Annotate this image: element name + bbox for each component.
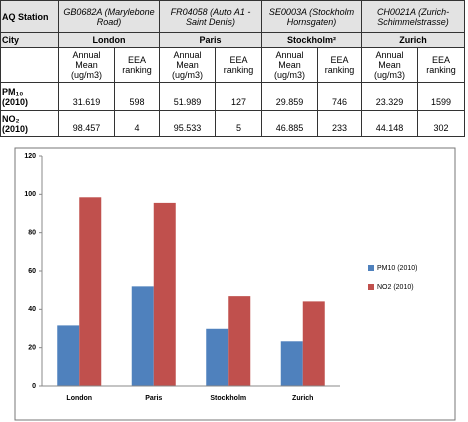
- year: (2010): [2, 96, 29, 107]
- cell: 51.989: [159, 82, 217, 111]
- cell: 4: [113, 110, 161, 137]
- cell: 44.148: [361, 110, 419, 137]
- data-row: NO₂ (2010) 98.457 4 95.533 5 46.885 233 44.148 30…: [0, 110, 466, 137]
- cell: 31.619: [58, 82, 115, 111]
- cell: 598: [113, 82, 161, 111]
- empty-cell: [0, 47, 59, 83]
- bar: [57, 325, 80, 386]
- pollutant: NO₂: [2, 113, 20, 124]
- year: (2010): [2, 123, 29, 134]
- row-label: PM₁₀ (2010): [0, 82, 59, 111]
- bar: [206, 328, 229, 386]
- station: SE0003A (Stockholm Hornsgaten): [261, 0, 363, 33]
- city: Paris: [159, 32, 263, 48]
- y-tick-label: 20: [28, 345, 36, 352]
- data-row: PM₁₀ (2010) 31.619 598 51.989 127 29.859 746 23.…: [0, 82, 466, 111]
- legend-swatch: [368, 265, 374, 271]
- subheader: Annual Mean (ug/m3): [361, 47, 419, 83]
- cell: 46.885: [261, 110, 319, 137]
- station: FR04058 (Auto A1 - Saint Denis): [159, 0, 263, 33]
- subheader: EEA ranking: [215, 47, 263, 83]
- bar: [131, 286, 154, 386]
- y-tick-label: 40: [28, 306, 36, 313]
- station-row: AQ Station GB0682A (Marylebone Road) FR0…: [0, 0, 466, 33]
- legend-label: PM10 (2010): [377, 265, 417, 272]
- cell: 98.457: [58, 110, 115, 137]
- city: Stockholm²: [261, 32, 363, 48]
- y-tick-label: 120: [24, 153, 36, 160]
- cell: 29.859: [261, 82, 319, 111]
- cell: 1599: [417, 82, 466, 111]
- row-label: NO₂ (2010): [0, 110, 59, 137]
- station: GB0682A (Marylebone Road): [57, 0, 161, 33]
- bar: [280, 341, 303, 386]
- cell: 95.533: [159, 110, 217, 137]
- pollutant: PM₁₀: [2, 86, 24, 97]
- x-tick-label: Paris: [145, 395, 162, 402]
- chart: 0 20 40 60 80 100 120 London Paris Stockholm Zuric…: [14, 147, 456, 421]
- y-tick-label: 80: [28, 230, 36, 237]
- subheader: Annual Mean (ug/m3): [58, 47, 115, 83]
- x-tick-label: Stockholm: [210, 395, 246, 402]
- cell: 127: [215, 82, 263, 111]
- y-tick-label: 0: [32, 383, 36, 390]
- x-tick-label: London: [66, 395, 92, 402]
- city-row: City London Paris Stockholm² Zurich: [0, 32, 466, 48]
- subheader: Annual Mean (ug/m3): [159, 47, 217, 83]
- cell: 746: [317, 82, 363, 111]
- cell: 23.329: [361, 82, 419, 111]
- station-header: AQ Station: [0, 0, 59, 33]
- cell: 302: [417, 110, 466, 137]
- bar: [302, 301, 325, 386]
- cell: 233: [317, 110, 363, 137]
- legend-swatch: [368, 284, 374, 290]
- subheader: EEA ranking: [317, 47, 363, 83]
- subheader: Annual Mean (ug/m3): [261, 47, 319, 83]
- legend-label: NO2 (2010): [377, 284, 414, 291]
- city-header: City: [0, 32, 59, 48]
- x-tick-label: Zurich: [292, 395, 313, 402]
- y-tick-label: 60: [28, 268, 36, 275]
- subheader-row: Annual Mean (ug/m3) EEA ranking Annual Mea…: [0, 47, 466, 83]
- bar: [228, 296, 251, 386]
- subheader: EEA ranking: [113, 47, 161, 83]
- subheader: EEA ranking: [417, 47, 466, 83]
- bar: [153, 202, 176, 386]
- station: CH0021A (Zurich-Schimmelstrasse): [361, 0, 466, 33]
- data-table: AQ Station GB0682A (Marylebone Road) FR0…: [0, 0, 466, 137]
- y-tick-label: 100: [24, 191, 36, 198]
- city: Zurich: [361, 32, 466, 48]
- bar: [79, 197, 102, 386]
- cell: 5: [215, 110, 263, 137]
- city: London: [57, 32, 161, 48]
